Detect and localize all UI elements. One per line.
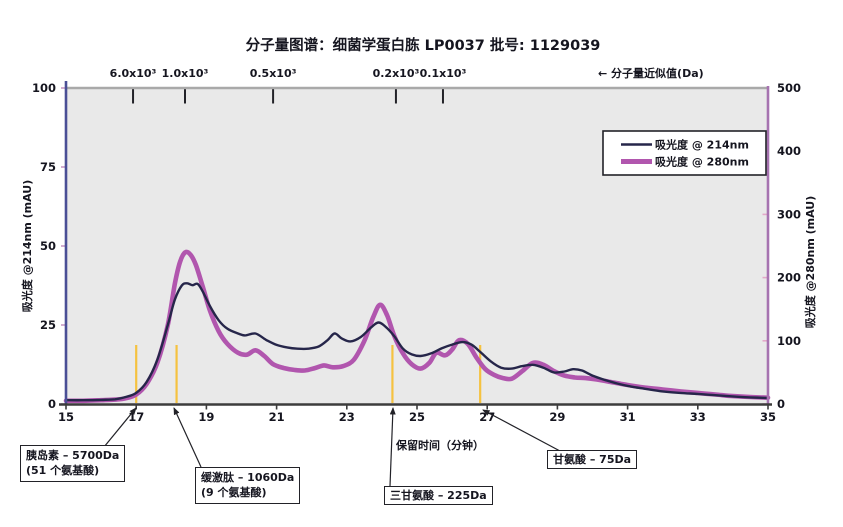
left-axis-title: 吸光度 @214nm (mAU) (20, 180, 34, 313)
leader-glycine (482, 409, 561, 452)
svg-text:300: 300 (777, 207, 801, 221)
curve-214nm (64, 282, 770, 402)
leader-triglycine (389, 407, 396, 487)
svg-text:25: 25 (409, 410, 425, 424)
svg-text:17: 17 (128, 410, 144, 424)
callout-bradykinin-line2: (9 个氨基酸) (201, 486, 267, 500)
callout-glycine: 甘氨酸 – 75Da (547, 450, 638, 470)
leader-bradykinin (173, 407, 202, 468)
legend-label-214nm: 吸光度 @ 214nm (655, 138, 749, 152)
legend: 吸光度 @ 214nm 吸光度 @ 280nm (602, 130, 767, 176)
legend-box (602, 130, 767, 176)
svg-text:0.5x10³: 0.5x10³ (250, 67, 297, 80)
callout-bradykinin-line1: 缓激肽 – 1060Da (201, 471, 295, 484)
svg-text:29: 29 (549, 410, 565, 424)
svg-text:100: 100 (777, 334, 801, 348)
svg-text:0: 0 (48, 397, 56, 411)
svg-text:23: 23 (339, 410, 355, 424)
molecular-weight-note: ← 分子量近似值(Da) (598, 66, 704, 80)
svg-text:100: 100 (32, 81, 56, 95)
svg-text:6.0x10³: 6.0x10³ (110, 67, 157, 80)
axis-ticks-and-labels: 6.0x10³ 1.0x10³ 0.5x10³ 0.2x10³ 0.1x10³ 15 17 1… (32, 67, 801, 424)
svg-text:19: 19 (198, 410, 214, 424)
leader-insulin (103, 407, 137, 448)
callout-insulin-line1: 胰岛素 – 5700Da (26, 449, 120, 462)
chart-title: 分子量图谱：细菌学蛋白胨 LP0037 批号: 1129039 (246, 36, 601, 54)
legend-label-280nm: 吸光度 @ 280nm (655, 155, 749, 169)
svg-text:400: 400 (777, 144, 801, 158)
svg-text:31: 31 (620, 410, 636, 424)
svg-text:200: 200 (777, 271, 801, 285)
callout-insulin-line2: (51 个氨基酸) (26, 464, 100, 478)
callout-bradykinin: 缓激肽 – 1060Da (9 个氨基酸) (195, 467, 301, 504)
svg-text:1.0x10³: 1.0x10³ (162, 67, 209, 80)
svg-text:15: 15 (58, 410, 74, 424)
svg-text:75: 75 (40, 160, 56, 174)
svg-text:33: 33 (690, 410, 706, 424)
callout-leader-lines (103, 407, 561, 487)
callout-triglycine: 三甘氨酸 – 225Da (384, 486, 493, 506)
svg-text:0.1x10³: 0.1x10³ (420, 67, 467, 80)
svg-text:0: 0 (777, 397, 785, 411)
curve-280nm (63, 249, 771, 404)
callout-glycine-line1: 甘氨酸 – 75Da (553, 453, 632, 466)
callout-triglycine-line1: 三甘氨酸 – 225Da (390, 489, 487, 502)
svg-text:21: 21 (269, 410, 285, 424)
svg-text:25: 25 (40, 318, 56, 332)
absorbance-curves (63, 249, 771, 404)
right-axis-title: 吸光度 @280nm (mAU) (803, 196, 817, 329)
callout-insulin: 胰岛素 – 5700Da (51 个氨基酸) (20, 445, 126, 482)
x-axis-title: 保留时间（分钟） (395, 438, 484, 452)
svg-text:0.2x10³: 0.2x10³ (373, 67, 420, 80)
svg-text:500: 500 (777, 81, 801, 95)
svg-text:35: 35 (760, 410, 776, 424)
svg-text:50: 50 (40, 239, 56, 253)
